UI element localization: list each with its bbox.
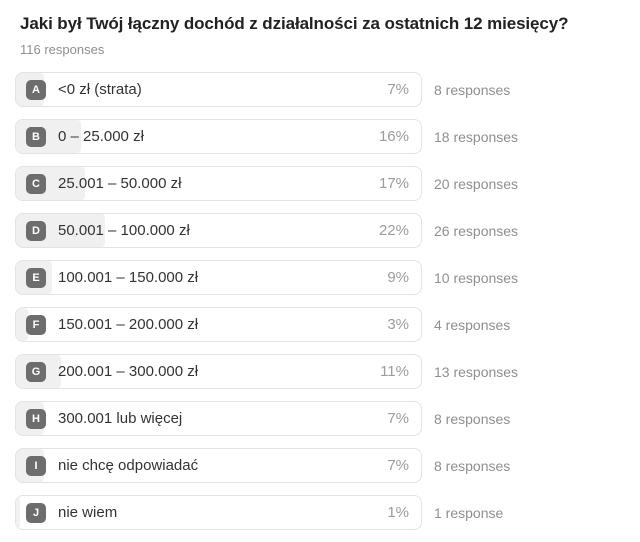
- percent-value: 22%: [378, 222, 409, 240]
- option-letter-badge: C: [26, 173, 46, 194]
- percent-value: 9%: [387, 269, 409, 287]
- option-label: 50.001 – 100.000 zł: [58, 222, 190, 240]
- response-count: 8 responses: [434, 81, 511, 98]
- answer-row: B 0 – 25.000 zł 16% 18 responses: [15, 119, 624, 155]
- answer-box: A <0 zł (strata) 7%: [15, 72, 422, 108]
- answer-box: I nie chcę odpowiadać 7%: [15, 448, 422, 484]
- percent-value: 1%: [387, 504, 409, 522]
- poll-results-panel: Jaki był Twój łączny dochód z działalnoś…: [15, 14, 624, 531]
- percentage-fill-bar: [16, 496, 21, 530]
- percent-value: 7%: [387, 457, 409, 475]
- answers-list: A <0 zł (strata) 7% 8 responses B 0 – 25…: [15, 72, 624, 531]
- responses-total: 116 responses: [20, 42, 105, 58]
- question-title: Jaki był Twój łączny dochód z działalnoś…: [20, 14, 569, 33]
- percent-value: 17%: [378, 175, 409, 193]
- option-letter-badge: F: [26, 314, 46, 335]
- option-letter-badge: H: [26, 408, 46, 429]
- response-count: 26 responses: [434, 222, 519, 239]
- response-count: 20 responses: [434, 175, 519, 192]
- percent-value: 16%: [378, 128, 409, 146]
- answer-box: J nie wiem 1%: [15, 495, 422, 531]
- answer-row: H 300.001 lub więcej 7% 8 responses: [15, 401, 624, 437]
- response-count: 4 responses: [434, 316, 511, 333]
- option-letter-badge: E: [26, 267, 46, 288]
- answer-box: C 25.001 – 50.000 zł 17%: [15, 166, 422, 202]
- response-count: 13 responses: [434, 363, 519, 380]
- response-count: 18 responses: [434, 128, 519, 145]
- option-label: 0 – 25.000 zł: [58, 128, 144, 146]
- answer-row: G 200.001 – 300.000 zł 11% 13 responses: [15, 354, 624, 390]
- answer-box: F 150.001 – 200.000 zł 3%: [15, 307, 422, 343]
- answer-row: F 150.001 – 200.000 zł 3% 4 responses: [15, 307, 624, 343]
- answer-row: J nie wiem 1% 1 response: [15, 495, 624, 531]
- answer-row: I nie chcę odpowiadać 7% 8 responses: [15, 448, 624, 484]
- percent-value: 3%: [387, 316, 409, 334]
- option-label: nie wiem: [58, 504, 118, 522]
- percent-value: 7%: [387, 81, 409, 99]
- response-count: 8 responses: [434, 457, 511, 474]
- answer-box: D 50.001 – 100.000 zł 22%: [15, 213, 422, 249]
- option-letter-badge: I: [26, 455, 46, 476]
- option-label: nie chcę odpowiadać: [58, 457, 199, 475]
- answer-row: C 25.001 – 50.000 zł 17% 20 responses: [15, 166, 624, 202]
- option-letter-badge: J: [26, 502, 46, 523]
- response-count: 8 responses: [434, 410, 511, 427]
- option-letter-badge: B: [26, 126, 46, 147]
- option-label: <0 zł (strata): [58, 81, 142, 99]
- answer-row: E 100.001 – 150.000 zł 9% 10 responses: [15, 260, 624, 296]
- percent-value: 7%: [387, 410, 409, 428]
- option-label: 100.001 – 150.000 zł: [58, 269, 199, 287]
- option-label: 150.001 – 200.000 zł: [58, 316, 199, 334]
- percent-value: 11%: [380, 363, 409, 381]
- answer-box: G 200.001 – 300.000 zł 11%: [15, 354, 422, 390]
- option-letter-badge: D: [26, 220, 46, 241]
- response-count: 1 response: [434, 504, 504, 521]
- option-label: 200.001 – 300.000 zł: [58, 363, 199, 381]
- response-count: 10 responses: [434, 269, 519, 286]
- option-label: 25.001 – 50.000 zł: [58, 175, 182, 193]
- answer-box: H 300.001 lub więcej 7%: [15, 401, 422, 437]
- option-letter-badge: G: [26, 361, 46, 382]
- answer-row: A <0 zł (strata) 7% 8 responses: [15, 72, 624, 108]
- percentage-fill-bar: [16, 308, 29, 342]
- option-letter-badge: A: [26, 79, 46, 100]
- option-label: 300.001 lub więcej: [58, 410, 183, 428]
- answer-box: B 0 – 25.000 zł 16%: [15, 119, 422, 155]
- answer-row: D 50.001 – 100.000 zł 22% 26 responses: [15, 213, 624, 249]
- answer-box: E 100.001 – 150.000 zł 9%: [15, 260, 422, 296]
